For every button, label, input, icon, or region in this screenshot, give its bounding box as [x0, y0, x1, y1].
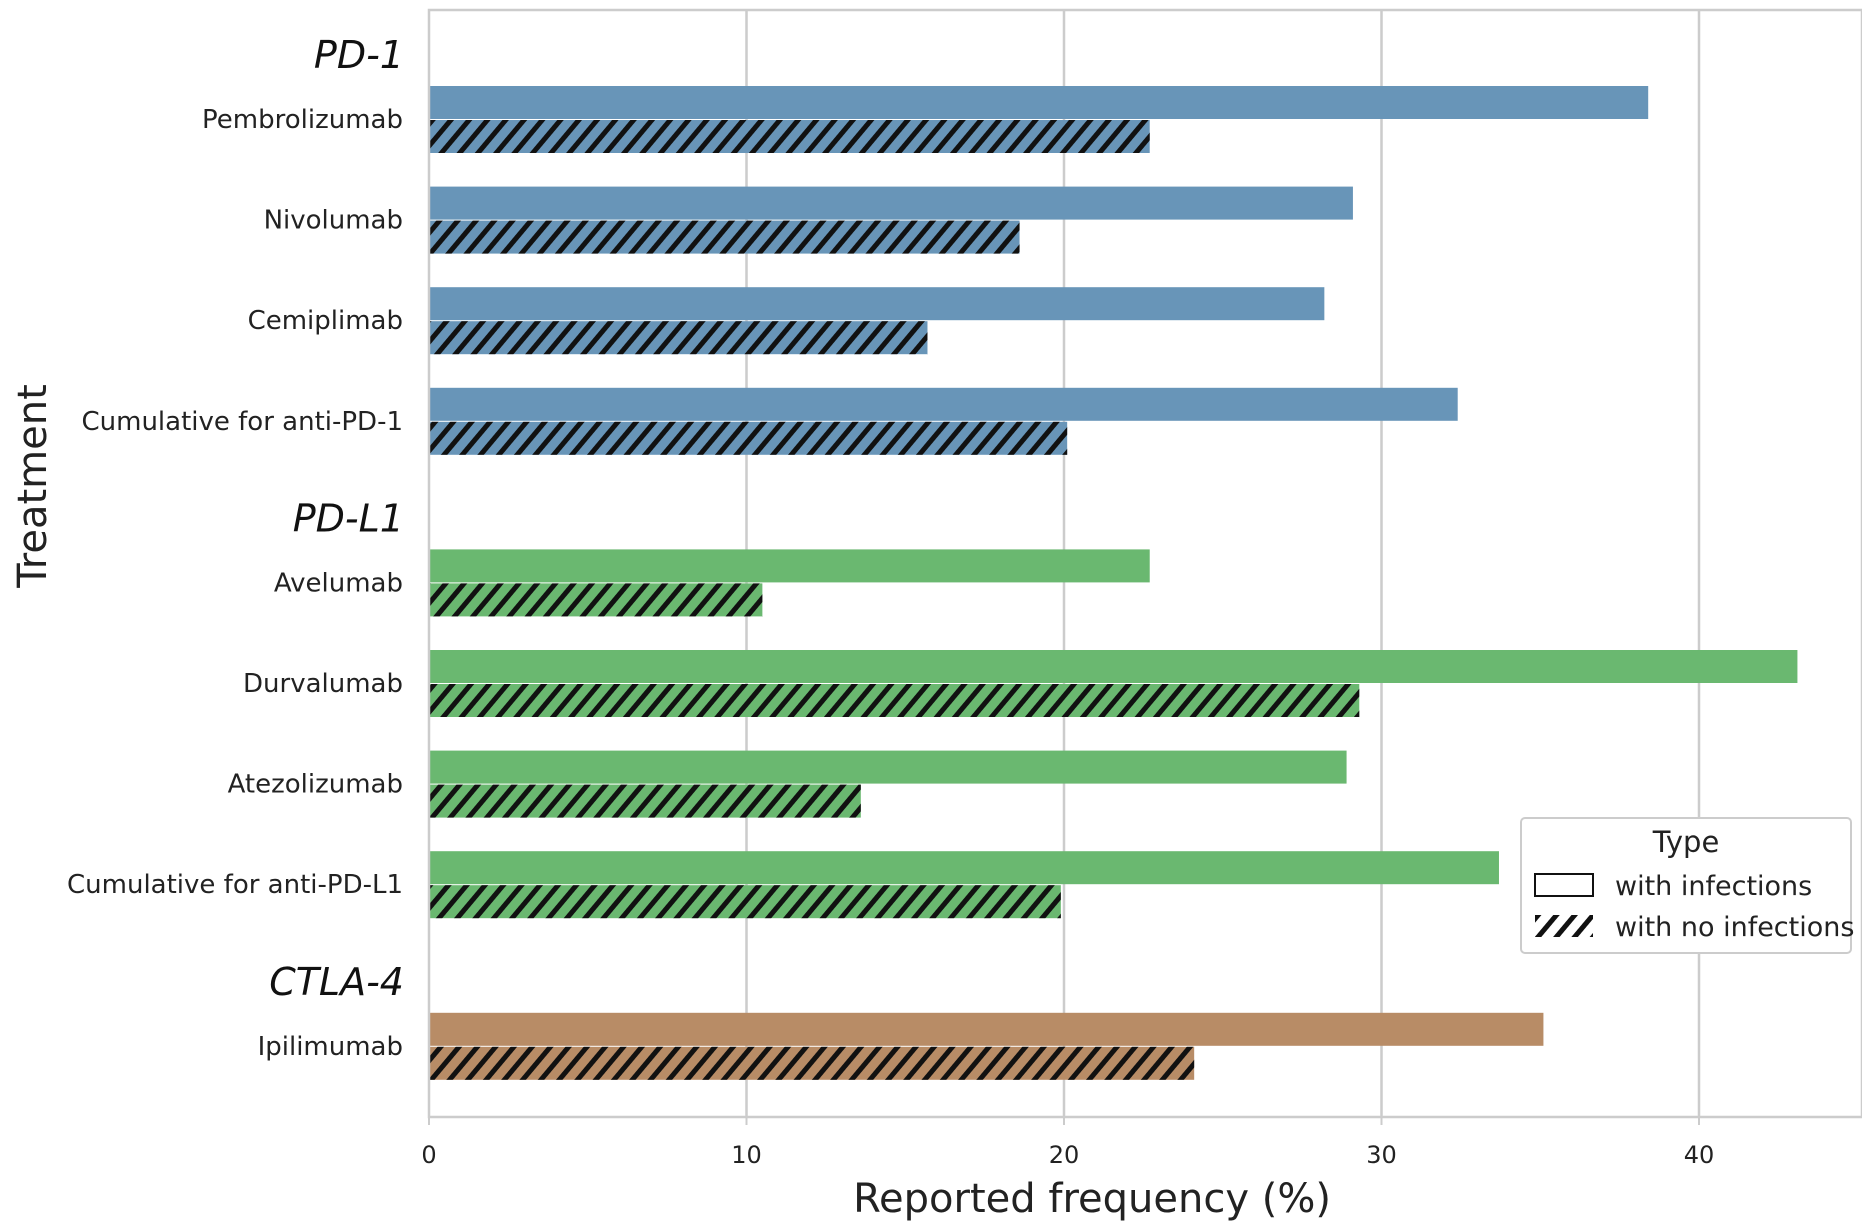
hatch-avelumab-with-no-infections — [429, 583, 763, 617]
bar-cemiplimab-with-infections — [429, 287, 1325, 321]
tick-label-40: 40 — [1684, 1141, 1715, 1169]
tick-label-20: 20 — [1049, 1141, 1080, 1169]
category-label-cumulative-for-anti-pd-1: Cumulative for anti-PD-1 — [81, 407, 403, 437]
group-label-pd-l1: PD-L1 — [293, 496, 404, 540]
x-axis-title: Reported frequency (%) — [853, 1176, 1331, 1221]
hatch-cumulative-for-anti-pd-l1-with-no-infections — [429, 885, 1061, 919]
hatch-ipilimumab-with-no-infections — [429, 1046, 1195, 1080]
category-label-avelumab: Avelumab — [274, 568, 403, 598]
category-label-cemiplimab: Cemiplimab — [248, 306, 403, 336]
plot-frame — [427, 8, 1862, 1119]
category-label-nivolumab: Nivolumab — [264, 206, 403, 236]
hatch-cemiplimab-with-no-infections — [429, 321, 928, 355]
category-label-atezolizumab: Atezolizumab — [228, 770, 403, 800]
hatch-pembrolizumab-with-no-infections — [429, 120, 1150, 153]
category-label-cumulative-for-anti-pd-l1: Cumulative for anti-PD-L1 — [67, 870, 403, 900]
category-label-ipilimumab: Ipilimumab — [258, 1032, 403, 1062]
group-label-pd-1: PD-1 — [314, 33, 404, 77]
legend-swatch-with-infections — [1534, 873, 1594, 897]
hatch-atezolizumab-with-no-infections — [429, 784, 861, 818]
bar-nivolumab-with-infections — [429, 186, 1353, 220]
group-label-ctla-4: CTLA-4 — [269, 960, 404, 1004]
y-axis-title: Treatment — [10, 384, 56, 589]
category-label-durvalumab: Durvalumab — [243, 669, 403, 699]
bar-cumulative-for-anti-pd-1-with-infections — [429, 387, 1458, 421]
x-ticks: 0 10 20 30 40 — [421, 1117, 1714, 1169]
bar-avelumab-with-infections — [429, 549, 1150, 583]
hatch-cumulative-for-anti-pd-1-with-no-infections — [429, 421, 1068, 455]
tick-label-0: 0 — [421, 1141, 436, 1169]
legend-label-with-infections: with infections — [1615, 871, 1812, 902]
legend-title: Type — [1652, 825, 1720, 859]
legend-box — [1520, 817, 1852, 954]
category-label-pembrolizumab: Pembrolizumab — [202, 105, 403, 135]
hatch-nivolumab-with-no-infections — [429, 220, 1020, 254]
bar-ipilimumab-with-infections — [429, 1012, 1544, 1046]
bars — [429, 86, 1798, 1080]
bar-atezolizumab-with-infections — [429, 750, 1347, 784]
category-labels: PD-1 Pembrolizumab Nivolumab Cemiplimab Cumu… — [67, 33, 404, 1062]
hatch-durvalumab-with-no-infections — [429, 684, 1360, 717]
bar-pembrolizumab-with-infections — [429, 86, 1649, 119]
bar-cumulative-for-anti-pd-l1-with-infections — [429, 851, 1499, 885]
tick-label-30: 30 — [1366, 1141, 1397, 1169]
legend-swatch-with-no-infections — [1535, 915, 1593, 937]
tick-label-10: 10 — [731, 1141, 762, 1169]
bar-durvalumab-with-infections — [429, 650, 1798, 683]
legend: Type with infections with no infections — [1520, 817, 1854, 954]
legend-label-with-no-infections: with no infections — [1615, 912, 1854, 943]
